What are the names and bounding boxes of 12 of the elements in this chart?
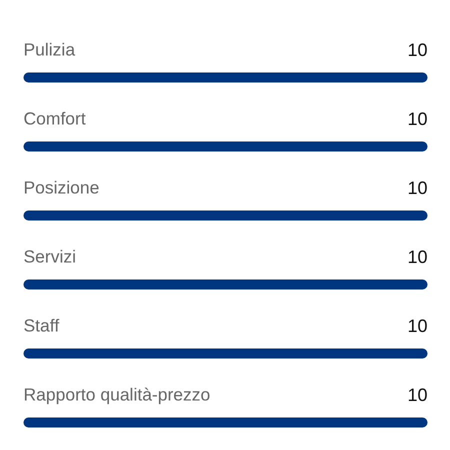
y-tick-label: Rapporto qualità-prezzo [24, 384, 210, 404]
y-tick-label: Comfort [24, 108, 86, 128]
y-tick-label: Staff [24, 316, 60, 336]
data-label: 10 [407, 109, 428, 129]
data-label: 10 [407, 247, 428, 267]
data-label: 10 [407, 316, 428, 336]
y-tick-label: Servizi [24, 246, 76, 266]
data-label: 10 [407, 178, 428, 198]
data-label: 10 [407, 385, 428, 405]
y-tick-label: Pulizia [24, 40, 76, 60]
data-label: 10 [407, 40, 428, 60]
y-tick-label: Posizione [24, 178, 100, 198]
